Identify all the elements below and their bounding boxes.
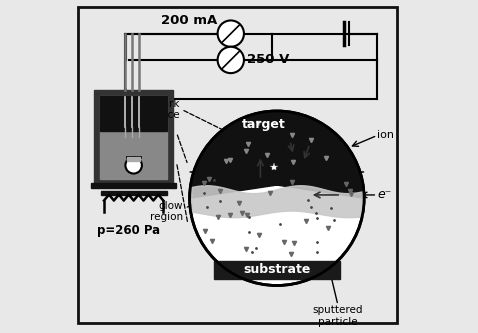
- Polygon shape: [190, 111, 364, 198]
- Polygon shape: [94, 90, 173, 185]
- Text: glow
region: glow region: [150, 200, 183, 222]
- Circle shape: [217, 47, 244, 73]
- Text: e⁻: e⁻: [377, 188, 391, 201]
- Polygon shape: [100, 96, 167, 179]
- Text: target: target: [242, 118, 285, 131]
- Polygon shape: [91, 183, 176, 188]
- Polygon shape: [101, 191, 166, 194]
- Circle shape: [125, 157, 142, 173]
- Circle shape: [217, 20, 244, 47]
- Text: dark
space: dark space: [149, 99, 180, 120]
- Text: p=260 Pa: p=260 Pa: [98, 223, 161, 236]
- Polygon shape: [100, 96, 167, 131]
- Circle shape: [190, 111, 364, 285]
- Text: 200 mA: 200 mA: [162, 14, 218, 27]
- Text: substrate: substrate: [243, 263, 311, 276]
- Polygon shape: [127, 157, 140, 161]
- Polygon shape: [214, 261, 340, 279]
- Text: sputtered
particle: sputtered particle: [313, 305, 363, 327]
- Text: 250 V: 250 V: [247, 54, 290, 67]
- Text: ion: ion: [377, 131, 394, 141]
